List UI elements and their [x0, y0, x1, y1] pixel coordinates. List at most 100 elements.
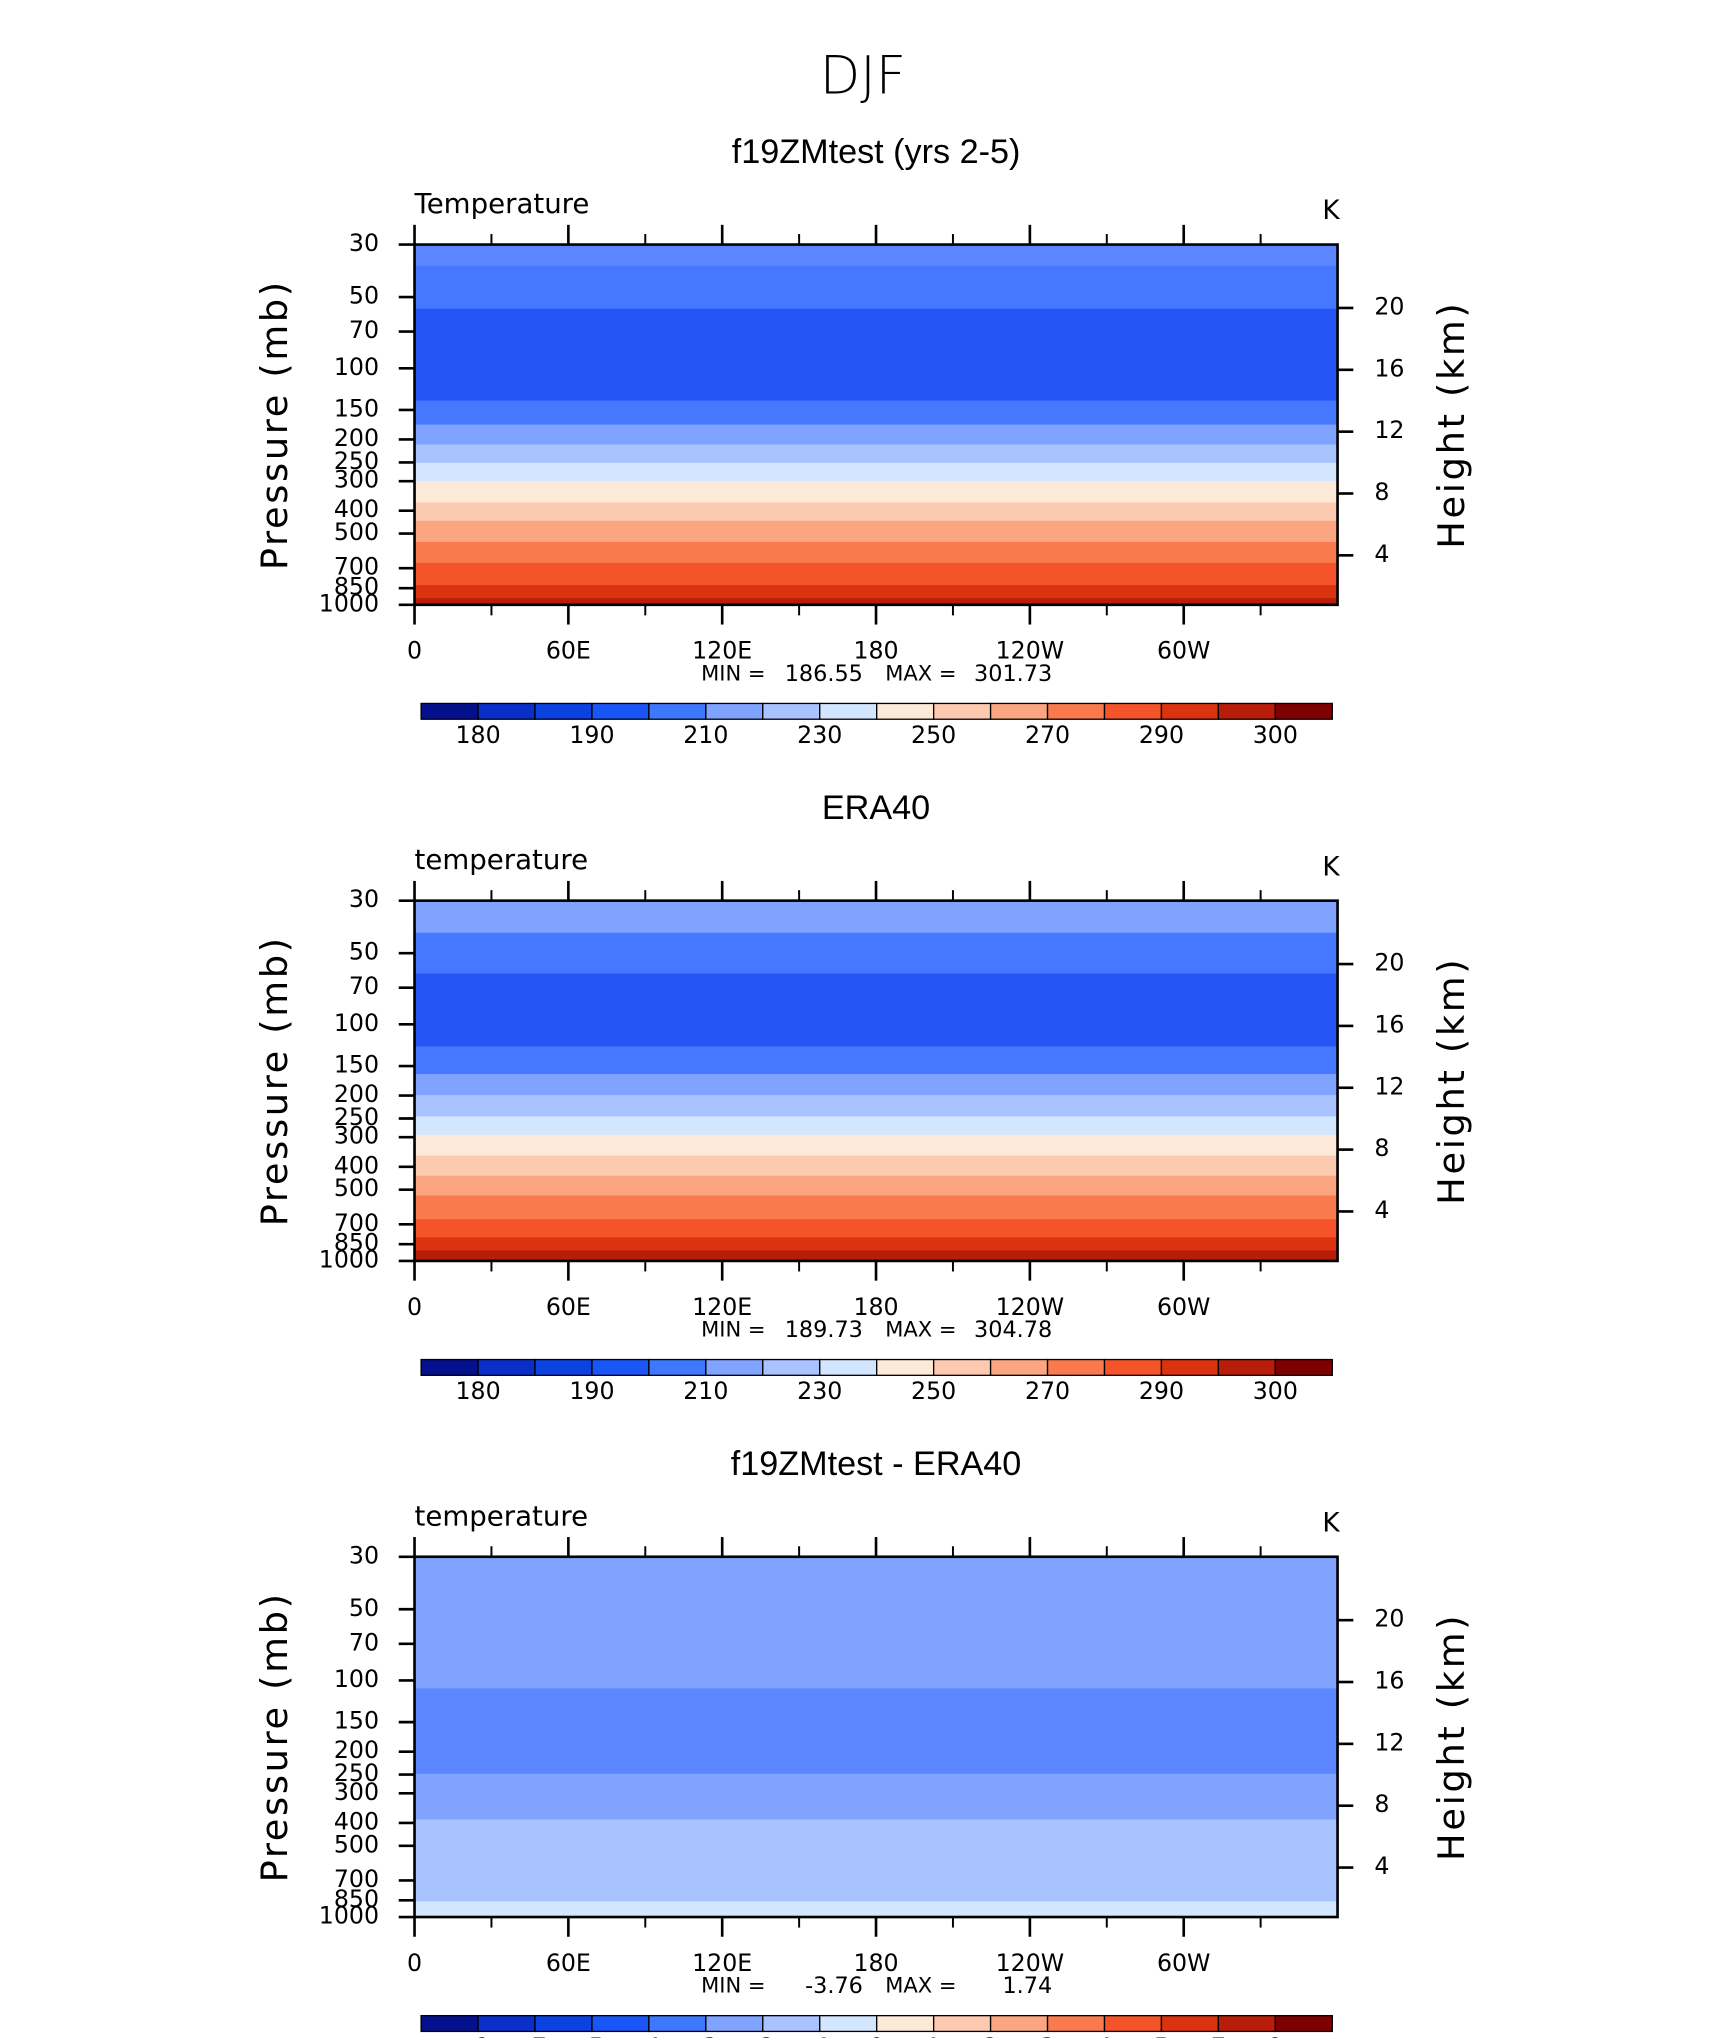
x-tick-label: 60E	[546, 637, 591, 665]
y-tick-label: 150	[334, 1051, 379, 1079]
colorbar-label: 9	[1268, 2033, 1283, 2038]
y-tick-label: 700	[334, 1209, 379, 1237]
colorbar-swatch	[989, 702, 1049, 720]
y-tick-label: 500	[334, 518, 379, 546]
colorbar-label: -4	[637, 2033, 661, 2038]
x-tick-label: 120E	[692, 1293, 752, 1321]
colorbar-swatch	[705, 702, 764, 720]
units-label: K	[1322, 852, 1340, 882]
colorbar-label: 300	[1253, 721, 1298, 749]
y-tick-label: 100	[334, 353, 379, 381]
y-tick-label: 50	[349, 1594, 379, 1622]
colorbar-label: 180	[455, 1377, 500, 1405]
x-tick-label: 0	[407, 1949, 422, 1977]
contour-band	[414, 1250, 1338, 1262]
colorbar-swatch	[932, 702, 992, 720]
colorbar-swatch	[876, 702, 935, 720]
colorbar-swatch	[1103, 1358, 1163, 1376]
y-tick-label: 1000	[319, 1902, 379, 1930]
colorbar-label: 1	[926, 2033, 941, 2038]
colorbar-swatch	[1274, 2014, 1333, 2033]
contour-band	[414, 400, 1338, 426]
y2-tick-label: 12	[1374, 1072, 1404, 1100]
contour-band	[414, 585, 1338, 599]
contour-band	[414, 1073, 1338, 1096]
contour-band	[414, 932, 1338, 975]
colorbar-swatch	[591, 1358, 650, 1376]
y-tick-label: 850	[334, 573, 379, 601]
y2-tick-label: 4	[1374, 540, 1389, 568]
colorbar-swatch	[420, 1358, 479, 1376]
x-tick-label: 120W	[996, 1949, 1065, 1977]
contour-band	[414, 462, 1338, 482]
y-tick-label: 100	[334, 1665, 379, 1693]
x-tick-label: 60W	[1157, 637, 1211, 665]
x-tick-label: 120W	[996, 637, 1065, 665]
colorbar-swatch	[1217, 1358, 1276, 1376]
max-label: MAX =	[885, 1973, 956, 1998]
y-tick-label: 70	[349, 316, 379, 344]
y-tick-label: 30	[349, 885, 379, 913]
y2-axis-title: Height (km)	[1430, 1613, 1473, 1861]
max-value: 1.74	[1002, 1973, 1052, 1999]
colorbar-swatch	[1103, 2014, 1163, 2033]
colorbar-label: 290	[1139, 721, 1184, 749]
y2-tick-label: 20	[1374, 1605, 1404, 1633]
contour-band	[414, 424, 1338, 446]
y-tick-label: 700	[334, 553, 379, 581]
field-label: temperature	[415, 843, 589, 876]
x-tick-label: 60E	[546, 1949, 591, 1977]
contour-band	[414, 244, 1338, 267]
max-label: MAX =	[885, 661, 956, 686]
contour-band	[414, 444, 1338, 464]
y2-tick-label: 8	[1374, 478, 1389, 506]
y-tick-label: 300	[334, 1122, 379, 1150]
colorbar-label: 190	[569, 1377, 614, 1405]
y-tick-label: 150	[334, 394, 379, 422]
y2-tick-label: 16	[1374, 354, 1404, 382]
colorbar-swatch	[819, 702, 878, 720]
y-tick-label: 400	[334, 1151, 379, 1179]
x-tick-label: 180	[853, 1949, 898, 1977]
y-axis-title: Pressure (mb)	[253, 935, 296, 1226]
contour-band	[414, 973, 1338, 1048]
y-tick-label: 400	[334, 1807, 379, 1835]
y-tick-label: 250	[334, 447, 379, 475]
y2-axis-title: Height (km)	[1430, 301, 1473, 549]
y-tick-label: 200	[334, 1736, 379, 1764]
y-axis-title: Pressure (mb)	[253, 279, 296, 570]
contour-band	[414, 1046, 1338, 1075]
y-tick-label: 500	[334, 1174, 379, 1202]
y-tick-label: 70	[349, 1628, 379, 1656]
colorbar-label: 0	[869, 2033, 884, 2038]
y2-tick-label: 20	[1374, 949, 1404, 977]
colorbar-swatch	[648, 702, 707, 720]
colorbar-label: 2	[983, 2033, 998, 2038]
colorbar-swatch	[762, 2014, 821, 2033]
colorbar-swatch	[420, 702, 479, 720]
y-tick-label: 850	[334, 1885, 379, 1913]
contour-band	[414, 481, 1338, 504]
x-tick-label: 0	[407, 1293, 422, 1321]
y-tick-label: 400	[334, 495, 379, 523]
colorbar-swatch	[1274, 1358, 1333, 1376]
x-tick-label: 60E	[546, 1293, 591, 1321]
colorbar-swatch	[1046, 2014, 1106, 2033]
colorbar-label: 250	[911, 721, 956, 749]
colorbar-swatch	[989, 1358, 1049, 1376]
colorbar-swatch	[1217, 2014, 1276, 2033]
field-label: Temperature	[414, 187, 590, 220]
max-value: 301.73	[974, 661, 1052, 687]
contour-band	[414, 266, 1338, 310]
y-tick-label: 250	[334, 1759, 379, 1787]
contour-band	[414, 541, 1338, 564]
colorbar-swatch	[819, 1358, 878, 1376]
colorbar-swatch	[1274, 702, 1333, 720]
colorbar-swatch	[932, 1358, 992, 1376]
colorbar-label: 180	[455, 721, 500, 749]
y-tick-label: 700	[334, 1865, 379, 1893]
colorbar-swatch	[1046, 1358, 1106, 1376]
colorbar-label: 210	[683, 1377, 728, 1405]
x-tick-label: 180	[853, 637, 898, 665]
